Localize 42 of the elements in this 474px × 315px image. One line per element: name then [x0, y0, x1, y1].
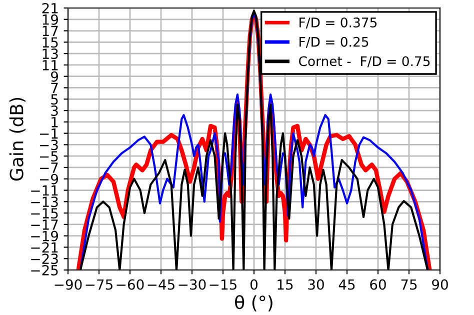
x-tick-label: 0 — [250, 279, 258, 290]
y-tick-label: −23 — [31, 254, 58, 264]
y-tick-label: −21 — [31, 242, 58, 252]
y-tick-label: 15 — [42, 37, 58, 48]
y-tick-label: −9 — [40, 174, 58, 184]
y-tick-label: −7 — [40, 162, 58, 173]
y-tick-label: 9 — [51, 71, 58, 82]
x-tick-label: 90 — [432, 279, 448, 290]
y-axis-title: Gain (dB) — [9, 98, 26, 181]
x-tick-label: −45 — [148, 279, 174, 290]
y-tick-label: −11 — [31, 185, 58, 196]
y-tick-label: 3 — [51, 105, 58, 116]
y-tick-label: −1 — [40, 128, 58, 139]
y-tick-label: 5 — [51, 94, 58, 105]
x-tick-label: 60 — [370, 279, 386, 290]
x-tick-label: 45 — [338, 279, 355, 290]
legend-label: F/D = 0.375 — [300, 17, 377, 28]
x-tick-label: −15 — [210, 279, 236, 290]
x-tick-label: 30 — [308, 279, 324, 290]
y-tick-label: 1 — [52, 117, 58, 128]
y-tick-label: −17 — [31, 220, 58, 230]
x-tick-label: −60 — [116, 279, 144, 290]
y-tick-label: 21 — [42, 2, 58, 14]
y-tick-label: −13 — [31, 196, 58, 208]
y-tick-label: 13 — [42, 48, 58, 60]
legend-label: Cornet - F/D = 0.75 — [299, 56, 430, 68]
x-tick-label: −75 — [86, 279, 112, 290]
x-tick-label: 75 — [401, 279, 417, 290]
y-tick-label: 7 — [51, 82, 58, 94]
y-tick-label: −3 — [40, 140, 58, 150]
y-tick-label: 17 — [42, 26, 58, 36]
y-tick-label: 11 — [42, 60, 58, 70]
y-tick-label: −25 — [31, 264, 58, 276]
x-axis-title: θ (°) — [235, 295, 272, 312]
x-tick-label: 15 — [278, 279, 293, 290]
x-tick-label: −90 — [54, 279, 82, 290]
y-tick-label: −15 — [31, 208, 58, 219]
y-tick-label: −5 — [40, 151, 58, 162]
y-tick-label: −19 — [31, 230, 58, 242]
x-tick-label: −30 — [178, 279, 206, 290]
y-tick-label: 19 — [42, 14, 58, 25]
legend-label: F/D = 0.25 — [300, 36, 368, 48]
